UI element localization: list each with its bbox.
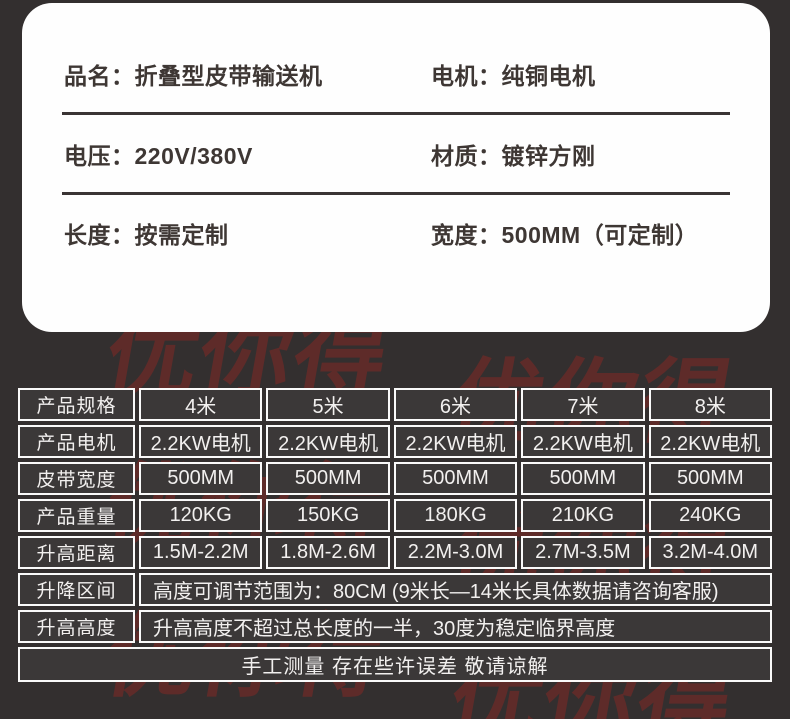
table-cell: 500MM [521,462,645,495]
table-row-label: 皮带宽度 [18,462,135,495]
spec-card-row-1: 品名：折叠型皮带输送机 电机：纯铜电机 [62,35,730,115]
spec-value: 纯铜电机 [501,62,596,89]
table-cell: 240KG [648,499,772,532]
spec-separator: ： [111,62,135,89]
table-cell-merged: 升高高度不超过总长度的一半，30度为稳定临界高度 [139,610,772,643]
spec-label: 电机 [431,62,478,89]
table-row-label: 产品电机 [18,425,135,458]
spec-value: 500MM（可定制） [501,222,699,248]
table-row-label: 升降区间 [18,573,135,606]
spec-label: 材质 [431,142,478,169]
table-cell: 5米 [266,388,390,421]
table-cell: 500MM [393,462,518,495]
table-cell: 120KG [139,499,263,532]
spec-value: 镀锌方刚 [501,142,596,169]
spec-separator: ： [478,62,502,89]
spec-pair-voltage: 电压： 220V/380V [62,137,431,171]
table-cell: 2.7M-3.5M [521,536,645,569]
spec-card-row-3: 长度：按需定制 宽度： 500MM（可定制） [62,195,730,271]
table-cell: 2.2KW电机 [266,425,390,458]
spec-pair-motor: 电机：纯铜电机 [431,57,730,91]
spec-pair-product-name: 品名：折叠型皮带输送机 [62,57,431,91]
table-cell: 1.5M-2.2M [139,536,263,569]
table-cell: 4米 [139,388,263,421]
table-cell: 6米 [393,388,518,421]
table-cell: 2.2KW电机 [139,425,263,458]
spec-label: 宽度 [431,222,478,248]
table-cell: 150KG [266,499,390,532]
table-cell: 500MM [139,462,263,495]
spec-pair-width: 宽度： 500MM（可定制） [431,216,730,250]
table-cell: 8米 [648,388,772,421]
spec-pair-length: 长度：按需定制 [62,216,431,250]
spec-label: 长度 [64,222,111,248]
spec-value: 折叠型皮带输送机 [134,62,323,89]
spec-separator: ： [111,222,135,248]
spec-separator: ： [478,142,502,169]
spec-value: 220V/380V [134,142,253,169]
table-cell: 210KG [521,499,645,532]
table-cell: 500MM [648,462,772,495]
table-row-label: 产品规格 [18,388,135,421]
table-cell: 500MM [266,462,390,495]
table-cell: 7米 [521,388,645,421]
table-cell-merged: 高度可调节范围为：80CM (9米长—14米长具体数据请咨询客服) [139,573,772,606]
spec-card: 品名：折叠型皮带输送机 电机：纯铜电机 电压： 220V/380V 材质：镀锌方刚… [22,3,770,332]
table-row-label: 升高高度 [18,610,135,643]
table-cell: 180KG [393,499,518,532]
spec-separator: ： [111,142,135,169]
spec-card-row-2: 电压： 220V/380V 材质：镀锌方刚 [62,115,730,195]
table-cell: 2.2KW电机 [521,425,645,458]
spec-value: 按需定制 [134,222,229,248]
spec-label: 电压 [64,142,111,169]
spec-separator: ： [478,222,502,248]
table-row-label: 升高距离 [18,536,135,569]
table-cell: 2.2M-3.0M [393,536,518,569]
table-cell: 1.8M-2.6M [266,536,390,569]
spec-pair-material: 材质：镀锌方刚 [431,137,730,171]
measurement-disclaimer: 手工测量 存在些许误差 敬请谅解 [18,647,772,682]
table-row-label: 产品重量 [18,499,135,532]
table-cell: 2.2KW电机 [648,425,772,458]
spec-table: 产品规格 4米 5米 6米 7米 8米 产品电机 2.2KW电机 2.2KW电机… [18,388,772,682]
table-cell: 2.2KW电机 [393,425,518,458]
table-cell: 3.2M-4.0M [648,536,772,569]
spec-label: 品名 [64,62,111,89]
